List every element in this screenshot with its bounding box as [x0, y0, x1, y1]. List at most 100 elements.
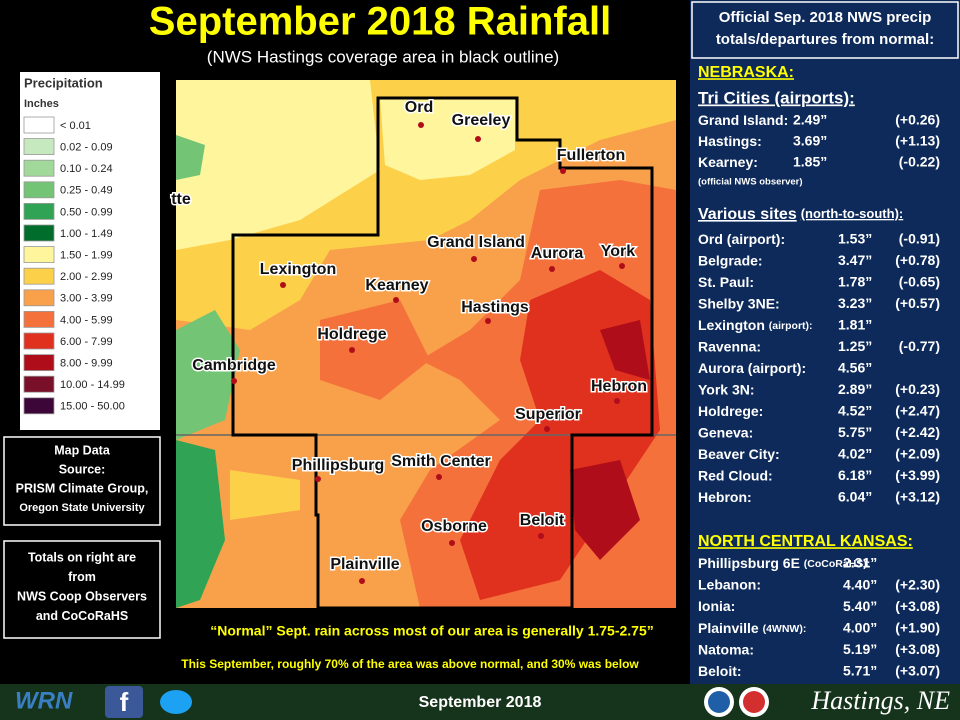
city-label: Kearney	[365, 277, 428, 294]
city-label: Superior	[515, 406, 581, 423]
site-name: Lexington (airport):	[698, 317, 813, 333]
site: Lebanon:	[698, 576, 761, 592]
city-dot	[231, 378, 237, 384]
twitter-icon[interactable]	[160, 690, 192, 714]
city-label: Smith Center	[391, 453, 491, 470]
site-total: 4.56”	[838, 360, 872, 376]
site: Shelby 3NE:	[698, 295, 780, 311]
site-departure: (+2.09)	[895, 446, 940, 462]
legend-label: 0.02 - 0.09	[60, 142, 113, 154]
map-zone	[570, 320, 650, 560]
city-label: Phillipsburg	[292, 457, 384, 474]
site: Grand Island:	[698, 112, 788, 128]
city-label: Cambridge	[192, 357, 276, 374]
site-name: Grand Island:	[698, 112, 788, 128]
legend-swatch	[23, 354, 55, 372]
legend-label: 8.00 - 9.99	[60, 358, 113, 370]
box-line: from	[68, 570, 96, 584]
site: Beaver City:	[698, 446, 780, 462]
various-heading: Various sites	[698, 206, 797, 223]
section-heading: NORTH CENTRAL KANSAS:	[698, 533, 913, 550]
site-departure: (+0.26)	[895, 112, 940, 128]
site: Plainville	[698, 620, 763, 636]
site-name: Aurora (airport):	[698, 360, 806, 376]
site: Natoma:	[698, 641, 754, 657]
site-name: Lebanon:	[698, 576, 761, 592]
subheading: Various sites (north-to-south):	[698, 206, 903, 223]
site-total: 3.23”	[838, 295, 872, 311]
site: Aurora (airport):	[698, 360, 806, 376]
site-name: Beaver City:	[698, 446, 780, 462]
site-name: Hastings:	[698, 133, 762, 149]
site-name: Beloit:	[698, 663, 742, 679]
legend-label: 0.50 - 0.99	[60, 206, 113, 218]
site-departure: (+3.12)	[895, 489, 940, 505]
legend-label: 3.00 - 3.99	[60, 293, 113, 305]
various-note: (north-to-south):	[801, 206, 904, 221]
subtitle: (NWS Hastings coverage area in black out…	[207, 47, 559, 66]
site-name: Ionia:	[698, 598, 735, 614]
site-name: Ravenna:	[698, 338, 761, 354]
legend-unit: Inches	[24, 98, 59, 110]
city-dot	[418, 122, 424, 128]
site: Beloit:	[698, 663, 742, 679]
city-label: tte	[171, 191, 191, 208]
site-name: Geneva:	[698, 424, 753, 440]
site: Ord (airport):	[698, 231, 785, 247]
site-name: Red Cloud:	[698, 467, 773, 483]
legend-swatch	[23, 289, 55, 307]
map-zone	[176, 80, 380, 250]
legend-swatch	[23, 397, 55, 415]
site-departure: (+0.23)	[895, 381, 940, 397]
wrn-logo[interactable]: WRN	[15, 687, 73, 714]
facebook-glyph: f	[120, 687, 129, 717]
city-dot	[315, 476, 321, 482]
source-box	[3, 436, 161, 526]
city-dot	[549, 266, 555, 272]
legend-label: 1.00 - 1.49	[60, 228, 113, 240]
city-label: Holdrege	[317, 326, 386, 343]
site-total: 2.89”	[838, 381, 872, 397]
site: Hebron:	[698, 489, 752, 505]
site-departure: (+3.07)	[895, 663, 940, 679]
city-dot	[436, 474, 442, 480]
legend-label: 4.00 - 5.99	[60, 314, 113, 326]
city-label: Ord	[405, 99, 433, 116]
site-total: 5.75”	[838, 424, 872, 440]
city-label: Greeley	[452, 112, 511, 129]
legend-swatch	[23, 246, 55, 264]
city-dot	[349, 347, 355, 353]
summary-note: This September, roughly 70% of the area …	[181, 657, 639, 671]
box-line: Map Data	[54, 443, 111, 457]
site: Ravenna:	[698, 338, 761, 354]
legend: < 0.01 0.02 - 0.09 0.10 - 0.24 0.25 - 0.49 0…	[23, 116, 125, 415]
footer-office: Hastings, NE	[810, 686, 950, 715]
city-dot	[560, 168, 566, 174]
site-departure: (-0.91)	[899, 231, 940, 247]
footer-date: September 2018	[419, 694, 542, 711]
site-name: Natoma:	[698, 641, 754, 657]
normal-note: “Normal” Sept. rain across most of our a…	[210, 623, 654, 639]
site-departure: (+2.47)	[895, 403, 940, 419]
site: Geneva:	[698, 424, 753, 440]
site: Red Cloud:	[698, 467, 773, 483]
site: Phillipsburg 6E	[698, 555, 804, 571]
facebook-icon[interactable]	[105, 686, 143, 718]
site-departure: (+0.57)	[895, 295, 940, 311]
city-label: York	[601, 243, 635, 260]
panel-content: Official Sep. 2018 NWS precip totals/depa…	[698, 9, 940, 679]
city-label: Aurora	[531, 245, 584, 262]
legend-swatch	[23, 202, 55, 220]
site-departure: (-0.77)	[899, 338, 940, 354]
site-name: Shelby 3NE:	[698, 295, 780, 311]
site-total: 4.40”	[843, 576, 877, 592]
city-label: Hastings	[461, 299, 529, 316]
legend-swatch	[23, 116, 55, 134]
site: Kearney:	[698, 154, 758, 170]
legend-swatch	[23, 375, 55, 393]
observer-note: (official NWS observer)	[698, 177, 803, 188]
site-name: York 3N:	[698, 381, 755, 397]
site-note: (4WNW):	[763, 623, 807, 635]
city-label: Osborne	[421, 518, 487, 535]
city-label: Plainville	[330, 556, 399, 573]
